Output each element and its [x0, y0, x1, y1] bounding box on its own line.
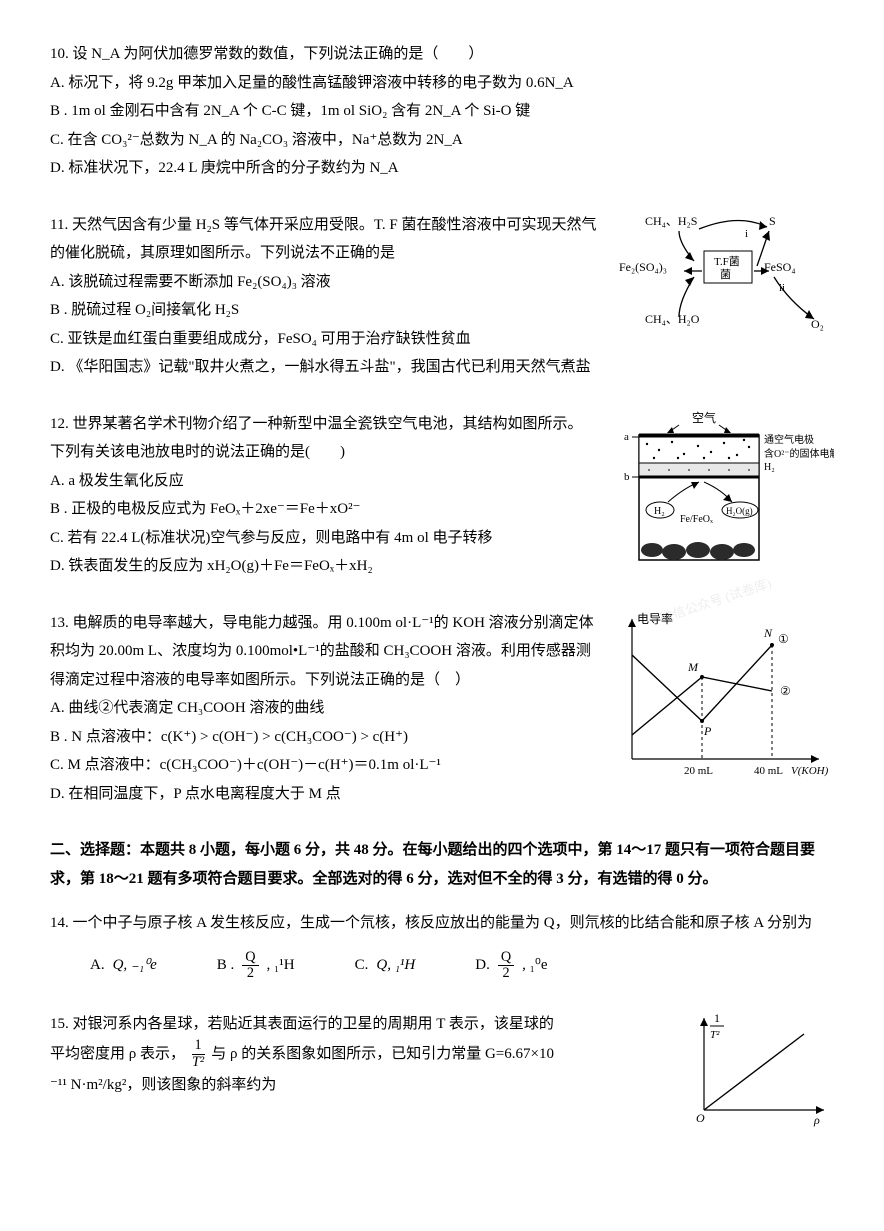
- fig-label: i: [745, 228, 748, 240]
- q11-opt-d: D. 《华阳国志》记载"取井火煮之，一斛水得五斗盐"，我国古代已利用天然气煮盐: [50, 353, 834, 382]
- axis-label: ρ: [813, 1113, 820, 1127]
- q14-opt-c: C. Q, ₁¹H: [355, 951, 416, 980]
- section-2-header: 二、选择题：本题共 8 小题，每小题 6 分，共 48 分。在每小题给出的四个选…: [50, 836, 834, 893]
- fig-label: O₂: [811, 317, 824, 331]
- q11-figure: CH₄、H₂S S i Fe₂(SO₄)₃ T.F菌 菌 FeSO₄ ii CH…: [619, 211, 834, 342]
- q10-opt-a: A. 标况下，将 9.2g 甲苯加入足量的酸性高锰酸钾溶液中转移的电子数为 0.…: [50, 69, 834, 98]
- q14-opt-a: A. Q, ₋₁⁰e: [90, 951, 157, 980]
- question-12: 空气 a b 通空气电极: [50, 410, 834, 581]
- question-14: 14. 一个中子与原子核 A 发生核反应，生成一个氘核，核反应放出的能量为 Q，…: [50, 909, 834, 982]
- fig-label: 含O²⁻的固体电解质: [764, 447, 834, 460]
- svg-text:菌: 菌: [720, 268, 731, 281]
- q10-stem: 10. 设 N_A 为阿伏加德罗常数的数值，下列说法正确的是（ ）: [50, 40, 834, 69]
- axis-tick: 20 mL: [684, 765, 713, 777]
- fig-label: H₂O(g): [726, 506, 753, 516]
- fig-label: 通空气电极: [764, 433, 814, 446]
- axis-label: 电导率: [637, 611, 673, 626]
- fig-label: ②: [780, 684, 791, 698]
- question-13: 微信公众号 (试卷库) 电导率 ① N ② M P 20 mL 40 mL V(…: [50, 609, 834, 809]
- fig-label: a: [624, 431, 629, 443]
- fig-point: M: [687, 660, 699, 674]
- fig-label: H₂: [764, 462, 775, 473]
- question-11: CH₄、H₂S S i Fe₂(SO₄)₃ T.F菌 菌 FeSO₄ ii CH…: [50, 211, 834, 382]
- q10-opt-b: B . 1m ol 金刚石中含有 2N_A 个 C-C 键，1m ol SiO₂…: [50, 97, 834, 126]
- fig-label: CH₄、H₂O: [645, 312, 700, 326]
- axis-label: V(KOH): [791, 765, 829, 777]
- svg-text:1: 1: [714, 1011, 720, 1025]
- fig-label: T.F菌: [714, 255, 740, 268]
- q14-options: A. Q, ₋₁⁰e B . Q2 , ₁¹H C. Q, ₁¹H D. Q2 …: [90, 950, 834, 982]
- fig-label: ①: [778, 632, 789, 646]
- fig-label: b: [624, 471, 630, 483]
- fig-label: Fe₂(SO₄)₃: [619, 260, 667, 274]
- fig-label: 空气: [692, 410, 716, 425]
- fig-label: CH₄、H₂S: [645, 214, 697, 228]
- question-15: 1 T² O ρ 15. 对银河系内各星球，若贴近其表面运行的卫星的周期用 T …: [50, 1010, 834, 1141]
- fig-label: H₂: [654, 506, 665, 517]
- axis-origin: O: [696, 1111, 705, 1125]
- fig-label: S: [769, 214, 776, 228]
- fig-label: Fe/FeOₓ: [680, 514, 713, 525]
- question-10: 10. 设 N_A 为阿伏加德罗常数的数值，下列说法正确的是（ ） A. 标况下…: [50, 40, 834, 183]
- q10-opt-c: C. 在含 CO₃²⁻总数为 N_A 的 Na₂CO₃ 溶液中，Na⁺总数为 2…: [50, 126, 834, 155]
- fig-point: N: [763, 626, 773, 640]
- axis-tick: 40 mL: [754, 765, 783, 777]
- q14-opt-d: D. Q2 , ₁⁰e: [475, 950, 547, 982]
- q10-opt-d: D. 标准状况下，22.4 L 庚烷中所含的分子数约为 N_A: [50, 154, 834, 183]
- svg-text:T²: T²: [710, 1029, 720, 1041]
- q14-stem: 14. 一个中子与原子核 A 发生核反应，生成一个氘核，核反应放出的能量为 Q，…: [50, 909, 834, 938]
- q14-opt-b: B . Q2 , ₁¹H: [217, 950, 295, 982]
- q15-stem-line2: 平均密度用 ρ 表示， 1T² 与 ρ 的关系图象如图所示，已知引力常量 G=6…: [50, 1038, 676, 1070]
- q12-figure: 空气 a b 通空气电极: [614, 410, 834, 581]
- q13-figure: 电导率 ① N ② M P 20 mL 40 mL V(KOH): [604, 609, 834, 800]
- fig-label: FeSO₄: [764, 260, 796, 274]
- fig-point: P: [703, 724, 712, 738]
- q15-figure: 1 T² O ρ: [684, 1010, 834, 1141]
